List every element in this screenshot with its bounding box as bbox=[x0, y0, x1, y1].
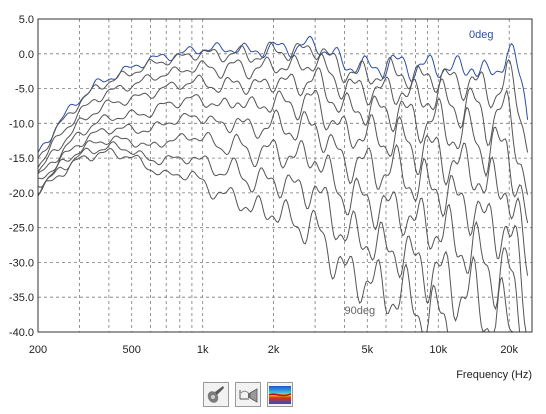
series-line-3 bbox=[37, 67, 529, 224]
x-tick-label: 200 bbox=[29, 344, 47, 356]
series-line-6 bbox=[37, 131, 522, 333]
y-tick-label: -15.0 bbox=[9, 153, 34, 165]
x-tick-label: 5k bbox=[361, 344, 373, 356]
annotations: 0deg 90deg bbox=[345, 29, 494, 317]
y-tick-label: 5.0 bbox=[19, 14, 34, 26]
y-tick-label: -5.0 bbox=[15, 84, 34, 96]
series-line-4 bbox=[37, 89, 529, 276]
series-line-8 bbox=[37, 147, 456, 333]
x-tick-label: 10k bbox=[429, 344, 447, 356]
y-axis: 5.0 0.0 -5.0 -10.0 -15.0 -20.0 -25.0 -30.0 -35.0… bbox=[9, 14, 34, 339]
series-line-5 bbox=[37, 109, 528, 333]
curve-label: 90deg bbox=[345, 305, 376, 317]
x-axis: 200 500 1k 2k 5k 10k 20k bbox=[29, 344, 519, 356]
view-toolbar bbox=[203, 382, 293, 407]
polar-plot-icon bbox=[239, 388, 258, 403]
y-tick-label: -20.0 bbox=[9, 188, 34, 200]
plot-frame bbox=[37, 18, 533, 333]
grid bbox=[37, 18, 532, 333]
y-tick-label: 0.0 bbox=[19, 49, 34, 61]
series-layer bbox=[37, 35, 529, 333]
sonogram-icon bbox=[269, 385, 291, 404]
y-tick-label: -35.0 bbox=[9, 292, 34, 304]
x-tick-label: 20k bbox=[500, 344, 518, 356]
speaker-icon bbox=[207, 386, 224, 403]
x-tick-label: 1k bbox=[197, 344, 209, 356]
series-line-2 bbox=[37, 53, 529, 195]
series-line-7 bbox=[37, 141, 514, 333]
x-axis-title: Frequency (Hz) bbox=[456, 369, 532, 381]
sonogram-view-button[interactable] bbox=[267, 382, 293, 407]
y-tick-label: -30.0 bbox=[9, 257, 34, 269]
y-tick-label: -40.0 bbox=[9, 327, 34, 339]
x-tick-label: 2k bbox=[268, 344, 280, 356]
y-tick-label: -25.0 bbox=[9, 223, 34, 235]
speaker-view-button[interactable] bbox=[203, 382, 229, 407]
series-line-1 bbox=[37, 41, 529, 159]
x-tick-label: 500 bbox=[123, 344, 141, 356]
y-tick-label: -10.0 bbox=[9, 118, 34, 130]
curve-label: 0deg bbox=[469, 29, 493, 41]
polar-view-button[interactable] bbox=[235, 382, 261, 407]
